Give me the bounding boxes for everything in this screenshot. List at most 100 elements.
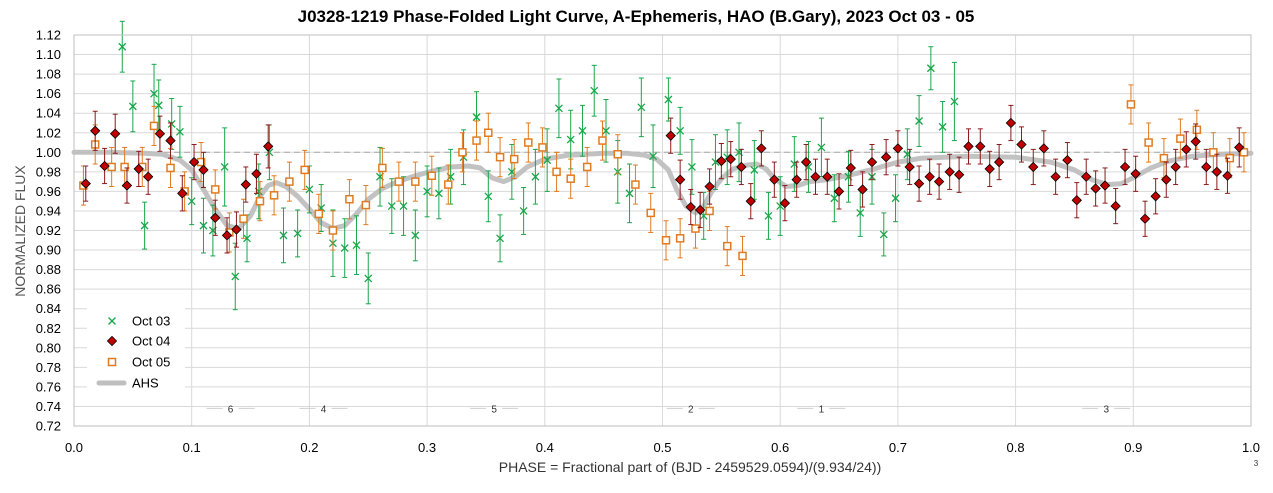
dip-label: 4 bbox=[321, 404, 327, 415]
oct04-point bbox=[231, 224, 242, 235]
x-marker-stroke bbox=[279, 231, 288, 240]
oct05-point bbox=[509, 154, 519, 164]
x-marker-stroke bbox=[926, 64, 935, 73]
oct04-point bbox=[665, 130, 676, 141]
oct05-point bbox=[738, 251, 747, 261]
oct04-point bbox=[1110, 200, 1121, 212]
oct03-point bbox=[140, 221, 149, 230]
oct03-point bbox=[926, 64, 935, 73]
oct04-point bbox=[933, 176, 945, 187]
oct03-point bbox=[243, 234, 251, 243]
oct04-point bbox=[800, 156, 812, 168]
y-tick-label: 0.98 bbox=[36, 164, 61, 179]
oct04-point bbox=[880, 152, 892, 163]
oct04-point bbox=[769, 174, 780, 185]
oct04-point bbox=[142, 171, 154, 182]
oct03-point bbox=[519, 206, 528, 215]
x-marker-stroke bbox=[175, 127, 184, 136]
oct05-point bbox=[538, 143, 547, 152]
oct03-point bbox=[496, 234, 505, 243]
x-marker-stroke bbox=[154, 101, 163, 110]
x-marker-stroke bbox=[879, 230, 888, 239]
x-tick-label: 0.8 bbox=[1007, 440, 1025, 455]
legend-swatch-oct03 bbox=[108, 317, 116, 325]
oct04-point bbox=[90, 125, 101, 136]
oct05-point bbox=[675, 234, 685, 243]
dip-label: 5 bbox=[491, 404, 497, 415]
oct05-point bbox=[444, 180, 453, 189]
oct03-point bbox=[472, 113, 481, 122]
legend-label: Oct 03 bbox=[132, 314, 170, 329]
oct04-point bbox=[99, 160, 110, 172]
oct03-point bbox=[199, 221, 208, 230]
x-marker-stroke bbox=[472, 113, 481, 122]
oct04-point bbox=[1130, 168, 1141, 179]
oct03-point bbox=[891, 194, 900, 203]
x-marker-stroke bbox=[399, 202, 408, 211]
y-tick-label: 1.06 bbox=[36, 86, 61, 101]
y-tick-label: 1.02 bbox=[36, 125, 61, 140]
oct05-point bbox=[107, 162, 116, 172]
oct05-point bbox=[1176, 134, 1185, 143]
y-tick-label: 1.04 bbox=[36, 106, 61, 121]
x-marker-stroke bbox=[543, 156, 552, 165]
x-marker-stroke bbox=[265, 148, 274, 157]
oct05-point bbox=[495, 152, 505, 162]
oct05-point bbox=[613, 150, 623, 159]
y-tick-label: 0.94 bbox=[36, 203, 61, 218]
oct04-point bbox=[1090, 183, 1101, 194]
x-marker-stroke bbox=[352, 241, 361, 250]
oct05-point bbox=[661, 236, 671, 245]
oct05-point bbox=[378, 163, 387, 173]
legend-swatch-oct05 bbox=[107, 357, 117, 367]
oct04-point bbox=[251, 168, 262, 179]
x-marker-stroke bbox=[150, 89, 158, 98]
oct05-point bbox=[1239, 148, 1249, 157]
oct03-point bbox=[554, 104, 563, 113]
oct04-point bbox=[1161, 174, 1172, 185]
x-marker-stroke bbox=[602, 126, 610, 135]
oct03-point bbox=[625, 189, 634, 198]
oct04-point bbox=[725, 153, 736, 165]
oct03-point bbox=[167, 119, 176, 128]
chart-title: J0328-1219 Phase-Folded Light Curve, A-E… bbox=[298, 7, 975, 26]
oct04-point bbox=[975, 141, 986, 152]
oct04-point bbox=[1099, 180, 1111, 191]
oct05-point bbox=[314, 209, 324, 219]
oct03-point bbox=[664, 95, 673, 104]
oct03-point bbox=[220, 163, 229, 171]
x-marker-stroke bbox=[118, 42, 127, 51]
legend-label: Oct 05 bbox=[132, 355, 170, 370]
x-marker-stroke bbox=[938, 122, 947, 131]
oct04-point bbox=[1181, 144, 1192, 155]
x-marker-stroke bbox=[423, 187, 432, 196]
oct03-point bbox=[879, 230, 888, 239]
oct04-point bbox=[1234, 142, 1245, 153]
corner-note: 3 bbox=[1254, 459, 1259, 468]
oct04-point bbox=[685, 201, 696, 213]
oct03-point bbox=[150, 89, 158, 98]
x-tick-label: 0.7 bbox=[889, 440, 907, 455]
oct05-point bbox=[582, 162, 592, 172]
oct04-point bbox=[924, 171, 935, 182]
x-marker-stroke bbox=[484, 192, 493, 201]
oct03-point bbox=[531, 172, 540, 181]
oct04-point bbox=[833, 186, 845, 197]
oct04-point bbox=[1201, 161, 1212, 173]
oct04-point bbox=[1150, 191, 1161, 202]
oct05-point bbox=[411, 177, 420, 186]
oct04-point bbox=[198, 164, 209, 176]
x-tick-label: 0.6 bbox=[771, 440, 789, 455]
oct03-point bbox=[352, 241, 361, 250]
oct04-point bbox=[694, 204, 706, 216]
y-tick-label: 0.76 bbox=[36, 379, 61, 394]
oct05-point bbox=[255, 196, 265, 206]
x-marker-stroke bbox=[434, 189, 443, 198]
oct04-point bbox=[263, 141, 274, 152]
x-marker-stroke bbox=[915, 117, 924, 125]
plot-area-border bbox=[73, 34, 1252, 427]
x-tick-label: 0.9 bbox=[1124, 440, 1142, 455]
x-tick-label: 0.1 bbox=[183, 440, 201, 455]
y-axis-label: NORMALIZED FLUX bbox=[12, 165, 28, 297]
